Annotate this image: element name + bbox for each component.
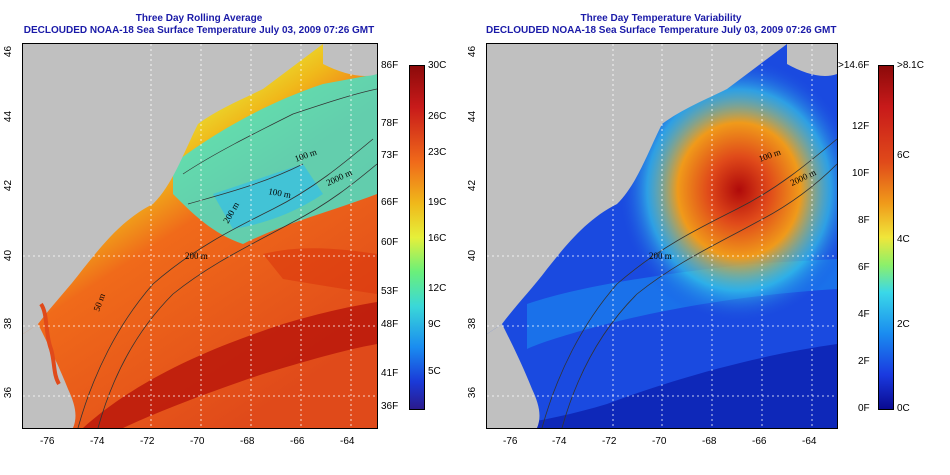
lat-label: 42 (467, 179, 479, 192)
colorbar-f-label: 10F (852, 168, 870, 179)
colorbar-f-label: 60F (381, 237, 399, 248)
colorbar-c-label: 16C (428, 233, 447, 244)
colorbar-f-label: 66F (381, 197, 399, 208)
colorbar-f-label: 53F (381, 286, 399, 297)
lon-label: -70 (652, 436, 667, 447)
colorbar-f-label: 12F (852, 121, 870, 132)
lon-label: -74 (90, 436, 105, 447)
lon-label: -68 (702, 436, 717, 447)
sst-variability-map-graphic: 100 m 2000 m 200 m (487, 44, 837, 428)
variability-colorbar (878, 65, 894, 410)
colorbar-c-label: 12C (428, 283, 447, 294)
right-title-line2: DECLOUDED NOAA-18 Sea Surface Temperatur… (486, 25, 837, 36)
colorbar-c-label: 30C (428, 60, 447, 71)
sst-colorbar (409, 65, 425, 410)
lat-label: 46 (3, 45, 15, 58)
lat-label: 40 (3, 249, 15, 262)
lat-label: 36 (467, 386, 479, 399)
lon-label: -66 (752, 436, 767, 447)
lon-label: -72 (140, 436, 155, 447)
contour-label: 100 m (268, 186, 292, 200)
lon-label: -66 (290, 436, 305, 447)
lon-label: -64 (340, 436, 355, 447)
left-title-line1: Three Day Rolling Average (135, 13, 263, 24)
colorbar-c-label: >8.1C (897, 60, 924, 71)
colorbar-f-label: 86F (381, 60, 399, 71)
colorbar-c-label: 2C (897, 319, 910, 330)
colorbar-f-label: 78F (381, 118, 399, 129)
lat-label: 36 (3, 386, 15, 399)
sst-average-map: 100 m 2000 m 100 m 200 m 50 m 200 m (22, 43, 378, 429)
colorbar-f-label: 4F (858, 309, 870, 320)
colorbar-f-label: 0F (858, 403, 870, 414)
lat-label: 38 (3, 317, 15, 330)
contour-label: 200 m (649, 251, 672, 261)
lon-label: -76 (503, 436, 518, 447)
colorbar-c-label: 4C (897, 234, 910, 245)
lat-label: 42 (3, 179, 15, 192)
lat-label: 44 (467, 110, 479, 123)
lon-label: -68 (240, 436, 255, 447)
colorbar-f-label: 41F (381, 368, 399, 379)
colorbar-c-label: 9C (428, 319, 441, 330)
colorbar-f-label: 8F (858, 215, 870, 226)
colorbar-f-label: >14.6F (838, 60, 870, 71)
lon-label: -76 (40, 436, 55, 447)
colorbar-c-label: 26C (428, 111, 447, 122)
colorbar-f-label: 73F (381, 150, 399, 161)
colorbar-f-label: 2F (858, 356, 870, 367)
lat-label: 38 (467, 317, 479, 330)
lon-label: -70 (190, 436, 205, 447)
colorbar-c-label: 6C (897, 150, 910, 161)
sst-average-map-graphic: 100 m 2000 m 100 m 200 m 50 m 200 m (23, 44, 377, 428)
sst-variability-map: 100 m 2000 m 200 m (486, 43, 838, 429)
lon-label: -74 (552, 436, 567, 447)
lon-label: -72 (602, 436, 617, 447)
lon-label: -64 (802, 436, 817, 447)
contour-label: 200 m (185, 251, 208, 261)
colorbar-f-label: 6F (858, 262, 870, 273)
colorbar-c-label: 5C (428, 366, 441, 377)
colorbar-c-label: 0C (897, 403, 910, 414)
colorbar-f-label: 36F (381, 401, 399, 412)
colorbar-f-label: 48F (381, 319, 399, 330)
lat-label: 46 (467, 45, 479, 58)
lat-label: 44 (3, 110, 15, 123)
colorbar-c-label: 19C (428, 197, 447, 208)
lat-label: 40 (467, 249, 479, 262)
left-title-line2: DECLOUDED NOAA-18 Sea Surface Temperatur… (23, 25, 375, 36)
right-title-line1: Three Day Temperature Variability (580, 13, 742, 24)
colorbar-c-label: 23C (428, 147, 447, 158)
